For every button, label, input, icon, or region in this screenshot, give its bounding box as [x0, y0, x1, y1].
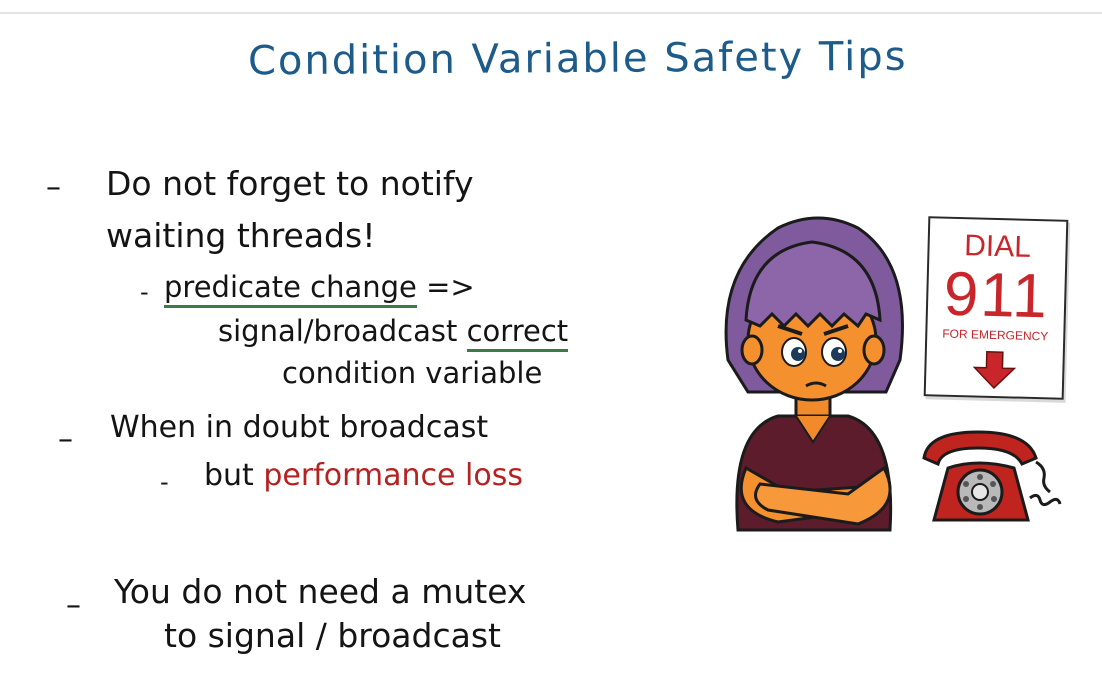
girl-with-crossed-arms-icon: [724, 216, 904, 532]
tip-1-line-1: Do not forget to notify: [106, 164, 474, 203]
tip-3-line-1: You do not need a mutex: [114, 572, 527, 611]
implies-arrow: =>: [426, 270, 475, 304]
bullet-dash: –: [66, 588, 81, 623]
signal-broadcast-text: signal/broadcast: [218, 314, 458, 348]
but-text: but: [204, 458, 254, 493]
slide-title: Condition Variable Safety Tips: [247, 33, 908, 85]
top-border: [0, 12, 1102, 14]
performance-loss-text: performance loss: [263, 458, 523, 493]
predicate-change-text: predicate change: [164, 270, 417, 308]
down-arrow-icon: [972, 351, 1017, 390]
correct-text: correct: [466, 314, 569, 352]
tip-1-line-2: waiting threads!: [106, 216, 376, 255]
sub-1-line-2: signal/broadcast correct: [218, 314, 569, 352]
rotary-phone-icon: [922, 430, 1062, 522]
tip-3-line-2: to signal / broadcast: [164, 616, 501, 655]
sign-for-emergency-text: FOR EMERGENCY: [942, 326, 1049, 344]
bullet-dash: –: [58, 422, 73, 457]
sub-bullet-dash: -: [140, 278, 149, 306]
sub-bullet-dash: -: [160, 468, 169, 496]
sign-number-text: 911: [943, 259, 1050, 332]
sub-1-line-1: predicate change =>: [164, 270, 475, 308]
tip-2: When in doubt broadcast: [110, 410, 489, 445]
emergency-sign: DIAL 911 FOR EMERGENCY: [923, 216, 1069, 400]
sub-1-line-3: condition variable: [282, 356, 543, 390]
sub-2: but performance loss: [204, 458, 523, 493]
bullet-dash: –: [46, 170, 61, 205]
